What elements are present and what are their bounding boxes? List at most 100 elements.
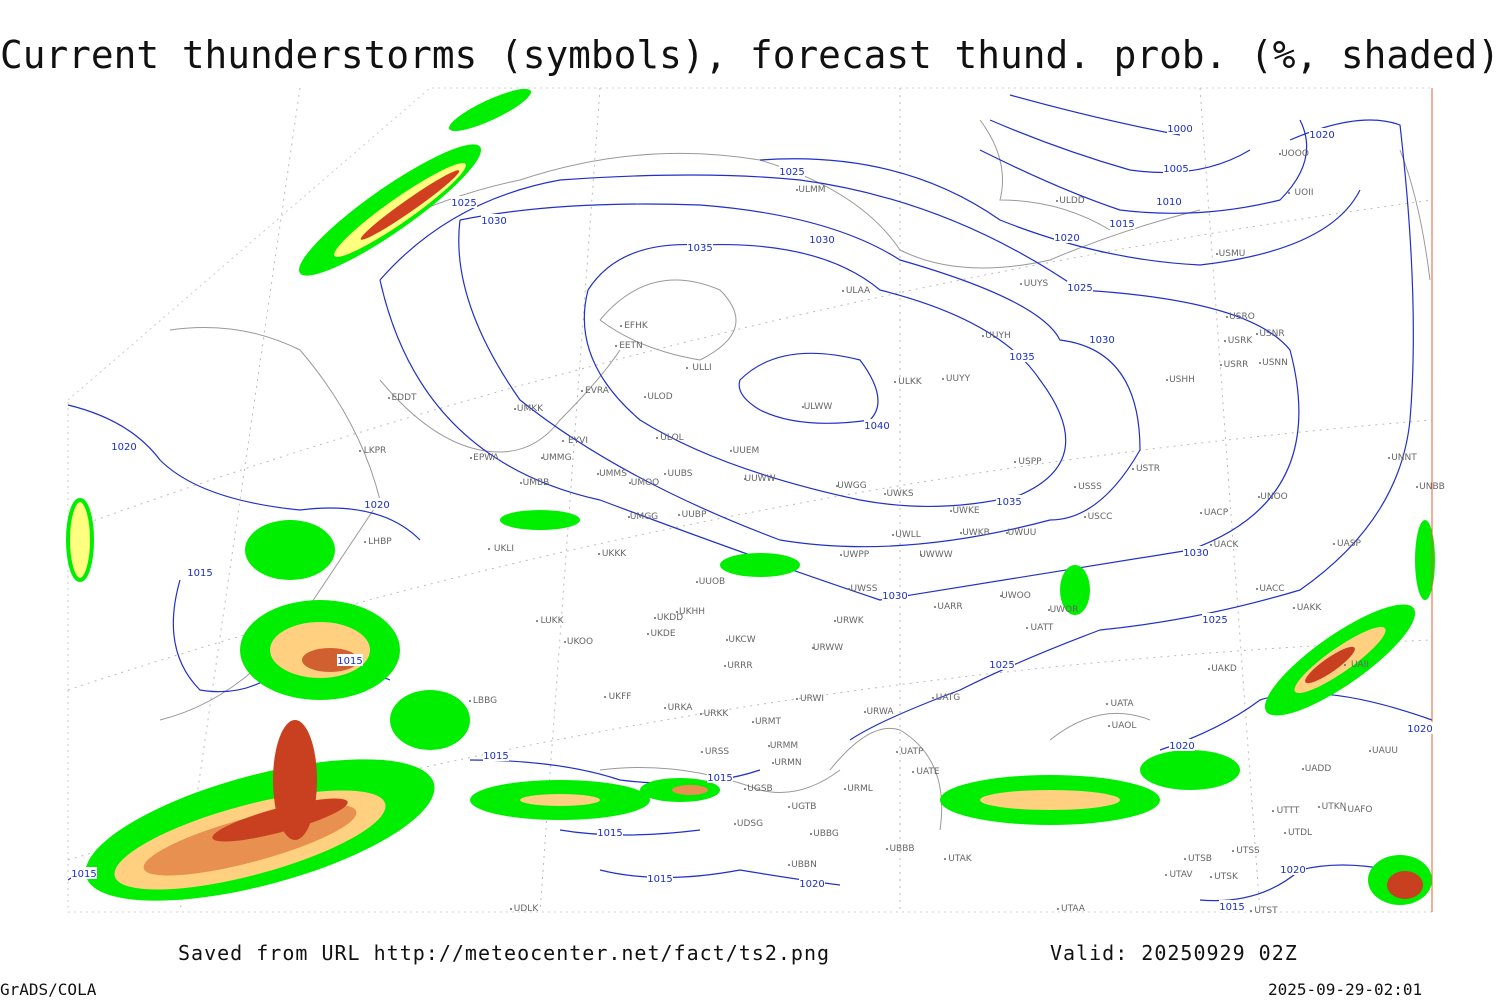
- station-code: ULDD: [1059, 196, 1085, 206]
- station-dot: [1084, 516, 1086, 518]
- station-code: UWOR: [1050, 605, 1079, 615]
- isobar-label: 1020: [1407, 724, 1432, 735]
- station-dot: [510, 908, 512, 910]
- station-dot: [744, 788, 746, 790]
- isobar-label: 1035: [1009, 352, 1034, 363]
- isobar-label-bg: [1156, 195, 1182, 207]
- station-code: UGSB: [747, 784, 772, 794]
- station-code: UKLI: [494, 544, 514, 554]
- station-code: UACC: [1259, 584, 1284, 594]
- isobar-label-bg: [864, 419, 890, 431]
- station-dot: [796, 698, 798, 700]
- isobar-label-bg: [187, 566, 213, 578]
- isobar-label-bg: [111, 440, 137, 452]
- station-dot: [1000, 595, 1002, 597]
- station-code: UTKN: [1322, 802, 1347, 812]
- station-dot: [1256, 588, 1258, 590]
- station-dot: [894, 381, 896, 383]
- station-code: UACK: [1214, 540, 1240, 550]
- station-code: EYVI: [568, 436, 588, 446]
- station-dot: [1208, 668, 1210, 670]
- station-code: UKKK: [602, 549, 627, 559]
- station-code: UDSG: [737, 819, 763, 829]
- station-dot: [696, 581, 698, 583]
- station-code: UNOO: [1260, 492, 1288, 502]
- isobar-label: 1020: [1054, 233, 1079, 244]
- station-code: USHH: [1169, 375, 1195, 385]
- isobar-label: 1025: [1202, 615, 1227, 626]
- isobar-label-bg: [989, 658, 1015, 670]
- station-code: EFHK: [624, 321, 649, 331]
- isobar-label: 1015: [647, 874, 672, 885]
- station-dot: [628, 516, 630, 518]
- station-dot: [469, 700, 471, 702]
- station-dot: [664, 707, 666, 709]
- station-code: UAKD: [1211, 664, 1237, 674]
- isobar-label: 1030: [481, 216, 506, 227]
- station-dot: [796, 189, 798, 191]
- isobar-label-bg: [1169, 739, 1195, 751]
- station-dot: [644, 396, 646, 398]
- station-code: UWGG: [837, 481, 866, 491]
- isobar-label: 1020: [1309, 130, 1334, 141]
- station-dot: [1200, 512, 1202, 514]
- station-code: UWWW: [919, 550, 952, 560]
- timestamp: 2025-09-29-02:01: [1268, 980, 1422, 999]
- station-code: URKA: [668, 703, 694, 713]
- station-dot: [1388, 457, 1390, 459]
- isobar-label: 1015: [187, 568, 212, 579]
- station-code: UNBB: [1419, 482, 1445, 492]
- station-dot: [1259, 362, 1261, 364]
- isobar-label-bg: [687, 241, 713, 253]
- isobar-label-bg: [1407, 722, 1433, 734]
- station-dot: [844, 788, 846, 790]
- station-code: UGTB: [792, 802, 817, 812]
- station-dot: [520, 482, 522, 484]
- isobar-label: 1015: [71, 869, 96, 880]
- isobar-labels: 1025 1025 1030 1035 1030 1040 1035 1035 1030 1025…: [71, 122, 1433, 913]
- isobar-label: 1020: [364, 500, 389, 511]
- station-code: UTST: [1254, 906, 1278, 916]
- station-dot: [647, 633, 649, 635]
- isobar-label-bg: [1009, 350, 1035, 362]
- station-dot: [1056, 200, 1058, 202]
- station-code: UUYS: [1024, 279, 1049, 289]
- plot-area: [66, 87, 1435, 913]
- station-code: UWKS: [886, 489, 913, 499]
- station-code: UUYY: [946, 374, 971, 384]
- station-code: UAOL: [1112, 721, 1137, 731]
- station-code: EETN: [619, 341, 643, 351]
- station-dot: [564, 641, 566, 643]
- station-dot: [514, 408, 516, 410]
- isobar-label: 1000: [1167, 124, 1192, 135]
- station-dot: [730, 450, 732, 452]
- station-dot: [701, 751, 703, 753]
- station-dot: [842, 290, 844, 292]
- isobar-label: 1015: [483, 751, 508, 762]
- station-code: UASP: [1337, 539, 1361, 549]
- isobar-label-bg: [1219, 900, 1245, 912]
- station-code: USNN: [1262, 358, 1288, 368]
- station-code: USRK: [1228, 336, 1254, 346]
- station-code: UKFF: [609, 692, 632, 702]
- thunder-probability-shading: [66, 88, 1435, 905]
- station-code: LBBG: [473, 696, 497, 706]
- isobar-label-bg: [597, 826, 623, 838]
- isobar-label-bg: [483, 749, 509, 761]
- isobar-label-bg: [337, 654, 363, 666]
- station-code: UTSB: [1188, 854, 1212, 864]
- station-dot: [1256, 333, 1258, 335]
- station-code: UTSK: [1214, 872, 1239, 882]
- station-dot: [1108, 725, 1110, 727]
- isobar-label: 1025: [451, 198, 476, 209]
- station-dot: [1293, 607, 1295, 609]
- station-code: UTAK: [948, 854, 973, 864]
- station-dot: [1288, 192, 1290, 194]
- station-code: UMKK: [517, 404, 544, 414]
- station-dot: [884, 493, 886, 495]
- station-code: ULAA: [846, 286, 871, 296]
- station-dot: [734, 823, 736, 825]
- station-dot: [1318, 806, 1320, 808]
- station-code: UATT: [1031, 623, 1054, 633]
